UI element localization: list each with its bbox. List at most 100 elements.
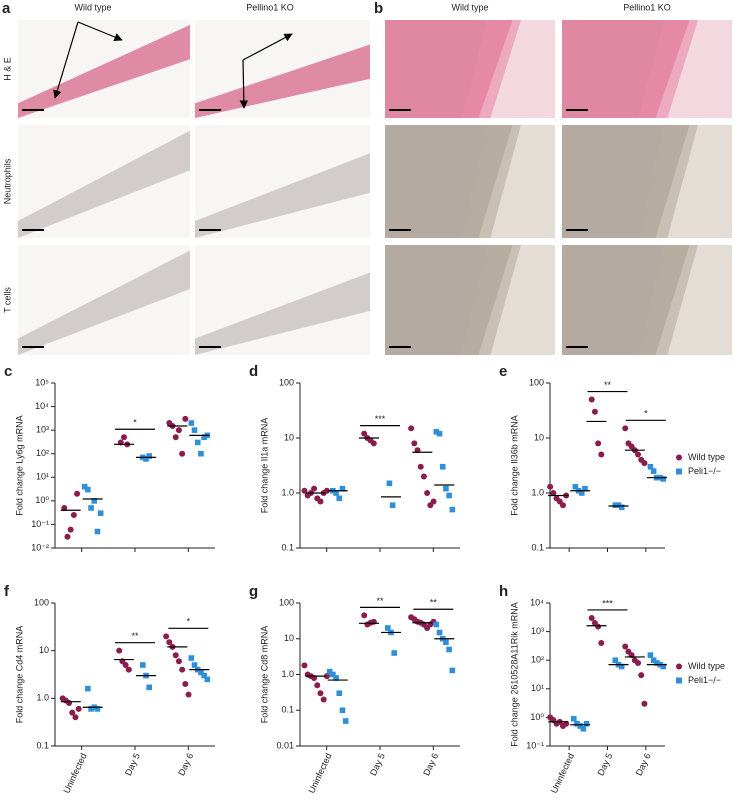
tissue (195, 272, 370, 355)
data-point (595, 623, 602, 630)
column-title: Wild type (451, 2, 488, 12)
data-point (446, 646, 452, 653)
data-point (391, 650, 397, 656)
data-point (612, 657, 619, 663)
data-point (163, 633, 170, 640)
y-tick-label: 100 (529, 377, 544, 387)
data-point (91, 498, 98, 504)
data-point (72, 714, 79, 721)
y-tick-label: 10² (531, 655, 544, 665)
y-tick-label: 100 (279, 597, 294, 607)
data-point (650, 468, 657, 474)
data-point (61, 504, 68, 511)
data-point (572, 483, 579, 490)
panel-label: g (249, 583, 258, 600)
y-axis-label: Fold change Cd8 mRNA (259, 626, 269, 724)
significance-label: *** (375, 414, 386, 424)
y-tick-label: 0.1 (36, 740, 49, 750)
x-tick-label: Uninfected (306, 752, 333, 795)
y-tick-label: 10⁰ (35, 495, 49, 505)
data-point (122, 662, 129, 669)
data-point (201, 434, 207, 441)
data-point (175, 427, 182, 434)
data-point (635, 451, 642, 458)
data-point (81, 483, 88, 490)
data-point (578, 490, 585, 496)
x-tick-label: Day 6 (634, 752, 653, 778)
x-tick-label: Day 6 (176, 752, 195, 778)
data-point (598, 639, 605, 646)
data-point (647, 463, 654, 470)
data-point (194, 439, 201, 446)
panel-label: c (4, 363, 12, 380)
data-point (361, 612, 368, 619)
data-point (301, 487, 308, 494)
y-tick-label: 10³ (531, 626, 544, 636)
data-point (146, 453, 152, 459)
tissue (195, 44, 370, 118)
data-point (424, 490, 431, 496)
data-point (166, 639, 173, 646)
data-point (570, 715, 577, 722)
data-point (588, 614, 595, 621)
arrow (53, 21, 79, 99)
significance-label: * (133, 418, 137, 428)
data-point (654, 660, 660, 666)
data-point (185, 691, 192, 698)
x-tick-label: Uninfected (61, 752, 88, 795)
legend-marker (676, 454, 682, 461)
data-point (618, 663, 625, 670)
data-point (64, 533, 71, 540)
y-tick-label: 10⁴ (530, 597, 544, 607)
significance-label: ** (376, 596, 384, 606)
data-point (125, 666, 132, 673)
data-point (191, 662, 198, 668)
row-label: Neutrophils (2, 158, 12, 204)
data-point (116, 647, 123, 654)
data-point (311, 485, 318, 492)
data-point (436, 629, 443, 636)
data-point (635, 659, 642, 666)
tissue (18, 130, 190, 238)
row-label: H & E (2, 57, 12, 81)
x-tick-label: Day 6 (421, 752, 440, 778)
y-tick-label: 10¹ (36, 472, 49, 482)
y-tick-label: 10⁻¹ (526, 740, 544, 750)
x-tick-label: Day 5 (368, 752, 387, 778)
data-point (647, 652, 654, 658)
data-point (330, 671, 336, 678)
tissue-layer (638, 20, 698, 118)
y-tick-label: 10³ (36, 425, 49, 435)
x-tick-label: Uninfected (549, 752, 576, 795)
data-point (70, 512, 77, 519)
legend-label: Wild type (688, 452, 725, 462)
y-tick-label: 10 (39, 645, 49, 655)
y-tick-label: 0.1 (281, 542, 294, 552)
data-point (94, 706, 101, 712)
data-point (370, 440, 377, 447)
data-point (323, 487, 330, 494)
data-point (660, 663, 667, 670)
data-point (172, 652, 179, 659)
data-point (88, 706, 94, 712)
data-point (66, 699, 73, 706)
y-tick-label: 10 (284, 432, 294, 442)
y-tick-label: 10² (36, 448, 49, 458)
panel-label: e (499, 363, 507, 380)
data-point (326, 668, 333, 675)
data-point (638, 672, 645, 679)
data-point (436, 430, 443, 437)
data-point (595, 440, 602, 447)
data-point (320, 696, 327, 703)
data-point (88, 505, 94, 511)
legend-label: Peli1−/− (688, 675, 721, 685)
data-point (146, 684, 152, 691)
data-point (97, 510, 104, 516)
data-point (191, 427, 198, 433)
data-point (385, 625, 391, 631)
column-title: Pellino1 KO (246, 2, 294, 12)
data-point (339, 707, 346, 714)
data-point (547, 483, 554, 490)
data-point (411, 440, 418, 447)
y-tick-label: 10 (284, 633, 294, 643)
